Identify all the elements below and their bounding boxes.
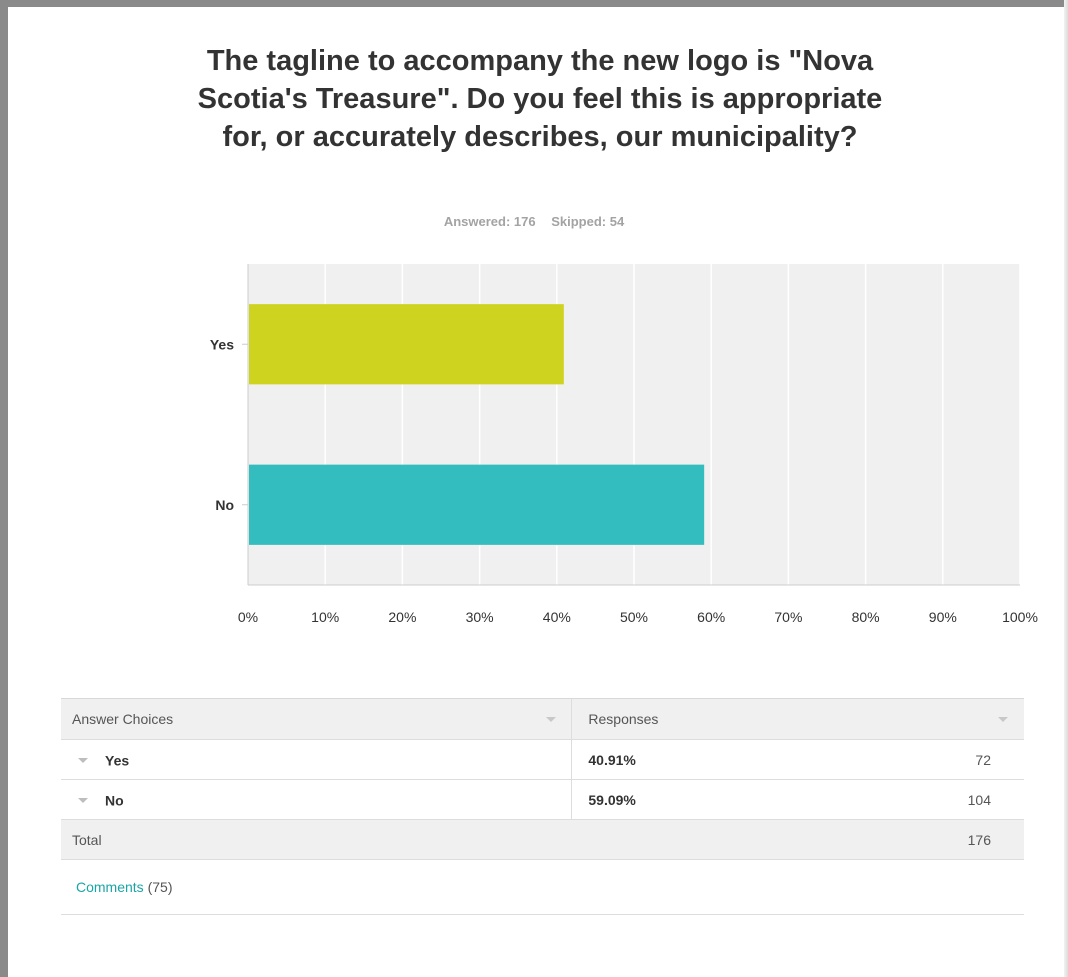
skipped-count: Skipped: 54 [551,214,625,229]
x-tick-label: 40% [543,609,571,625]
table-header: Answer Choices Responses [61,698,1024,740]
expand-arrow-icon[interactable] [78,757,88,763]
answer-choice-label: No [105,792,124,809]
bar-no [249,464,705,545]
response-count: 72 [975,751,991,768]
frame-shadow [1064,0,1068,977]
answered-count: Answered: 176 [443,214,536,229]
answer-choices-header-label: Answer Choices [72,711,174,727]
answer-choice-cell: No [61,779,573,820]
x-tick-label: 30% [466,609,494,625]
x-tick-label: 10% [311,609,339,625]
x-tick-label: 100% [1002,609,1038,625]
x-tick-label: 80% [852,609,880,625]
question-title: The tagline to accompany the new logo is… [197,45,883,153]
category-label: No [215,497,234,513]
table-row: No 59.09% 104 [61,779,1024,820]
total-empty-cell [571,819,873,860]
response-percent-cell: 59.09% [571,779,873,820]
sort-arrow-icon[interactable] [546,717,557,722]
answer-choices-header[interactable]: Answer Choices [61,698,573,740]
x-tick-label: 60% [697,609,725,625]
response-count-cell: 104 [872,779,1024,820]
responses-header-sort[interactable] [872,698,1024,740]
x-tick-label: 90% [929,609,957,625]
response-count: 104 [967,791,991,808]
response-stats: Answered: 176 Skipped: 54 [0,214,1068,229]
total-count-cell: 176 [872,819,1024,860]
responses-header[interactable]: Responses [571,698,873,740]
total-label-cell: Total [61,819,572,860]
response-percent: 59.09% [588,791,636,808]
comments-count: (75) [147,879,173,895]
x-tick-label: 70% [774,609,802,625]
x-tick-label: 50% [620,609,648,625]
bar-yes [249,304,564,385]
results-table: Answer Choices Responses Yes 40.91% 72 N… [61,698,1024,860]
comments-link[interactable]: Comments [76,879,144,895]
total-row: Total 176 [61,819,1024,860]
x-tick-label: 20% [388,609,416,625]
comments-section: Comments (75) [61,857,1024,915]
response-percent: 40.91% [588,751,636,768]
expand-arrow-icon[interactable] [78,797,88,803]
bar-chart: 0% 10% 20% 30% 40% 50% 60% 70% 80% 90% 100% Yes No [210,264,1038,625]
answer-choice-label: Yes [105,752,130,769]
x-tick-label: 0% [238,609,258,625]
response-percent-cell: 40.91% [571,739,873,780]
table-row: Yes 40.91% 72 [61,739,1024,780]
response-count-cell: 72 [872,739,1024,780]
sort-arrow-icon[interactable] [998,717,1008,722]
total-label: Total [72,831,102,848]
total-count: 176 [967,831,991,848]
category-label: Yes [210,336,234,352]
responses-header-label: Responses [588,711,659,727]
answer-choice-cell: Yes [61,739,573,780]
